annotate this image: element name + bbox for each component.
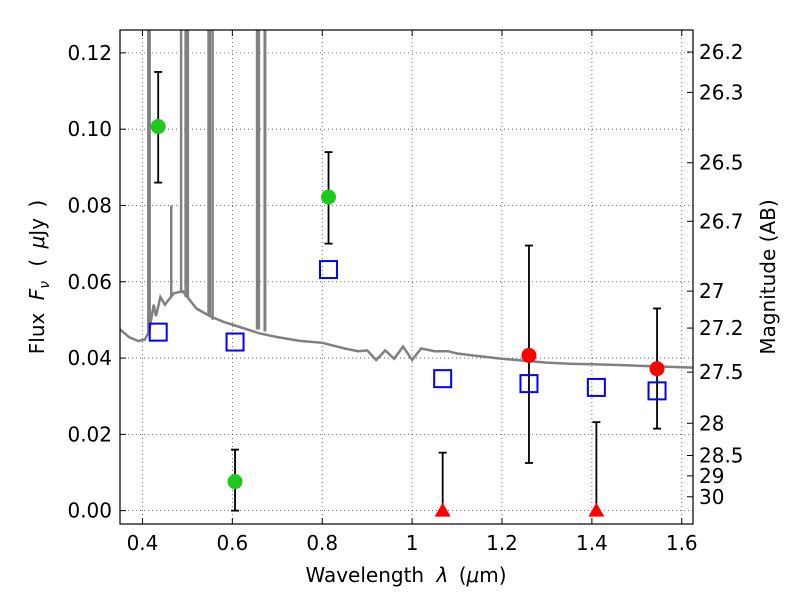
plot-frame bbox=[119, 29, 694, 525]
data-points bbox=[148, 71, 667, 517]
model-continuum bbox=[120, 289, 693, 369]
y2-tick-label: 27.2 bbox=[699, 316, 744, 340]
y2-tick-label: 27.5 bbox=[699, 360, 744, 384]
y-tick-label: 0.00 bbox=[67, 499, 112, 523]
red-circle-point bbox=[521, 347, 537, 363]
y2-tick-label: 28.5 bbox=[699, 444, 744, 468]
grid bbox=[120, 30, 693, 524]
blue-square-point bbox=[519, 374, 539, 394]
x-axis-label: Wavelength λ (μm) bbox=[305, 563, 506, 587]
x-tick-label: 1.2 bbox=[486, 531, 518, 555]
y-tick-label: 0.02 bbox=[67, 422, 112, 446]
x-tick-label: 1.4 bbox=[576, 531, 608, 555]
blue-square-point bbox=[225, 332, 245, 352]
x-tick-label: 0.4 bbox=[127, 531, 159, 555]
y2-tick-label: 26.5 bbox=[699, 151, 744, 175]
blue-square-point bbox=[433, 369, 453, 389]
y2-tick-label: 27 bbox=[699, 279, 724, 303]
y2-tick-label: 29 bbox=[699, 464, 724, 488]
red-triangle-point bbox=[434, 502, 451, 517]
y-tick-label: 0.04 bbox=[67, 346, 112, 370]
x-tick-label: 0.6 bbox=[216, 531, 248, 555]
red-circle-point bbox=[649, 361, 665, 377]
blue-square-point bbox=[586, 377, 606, 397]
blue-square-point bbox=[647, 381, 667, 401]
y-tick-label: 0.08 bbox=[67, 193, 112, 217]
x-tick-label: 1 bbox=[406, 531, 419, 555]
y-tick-label: 0.06 bbox=[67, 270, 112, 294]
model-spectrum bbox=[120, 30, 693, 369]
axis-ticks: 0.4 0.6 0.8 1 1.2 1.4 1.6 0.00 0.02 0.04 0.06 0.08 0… bbox=[67, 30, 744, 555]
green-circle-point bbox=[150, 119, 166, 135]
y2-tick-label: 30 bbox=[699, 485, 724, 509]
blue-square-point bbox=[148, 322, 168, 342]
y2-tick-label: 26.2 bbox=[699, 40, 744, 64]
green-circle-point bbox=[321, 189, 337, 205]
x-tick-label: 0.8 bbox=[306, 531, 338, 555]
y-tick-label: 0.12 bbox=[67, 41, 112, 65]
x-tick-label: 1.6 bbox=[666, 531, 698, 555]
y2-tick-label: 26.7 bbox=[699, 209, 744, 233]
y-axis-label: Flux Fν ( μJy ) bbox=[25, 200, 54, 354]
green-circle-point bbox=[227, 474, 243, 490]
y2-tick-label: 26.3 bbox=[699, 80, 744, 104]
y2-axis-label: Magnitude (AB) bbox=[756, 199, 780, 354]
red-triangle-point bbox=[588, 502, 605, 517]
blue-square-point bbox=[319, 260, 339, 280]
y-tick-label: 0.10 bbox=[67, 117, 112, 141]
y2-tick-label: 28 bbox=[699, 411, 724, 435]
